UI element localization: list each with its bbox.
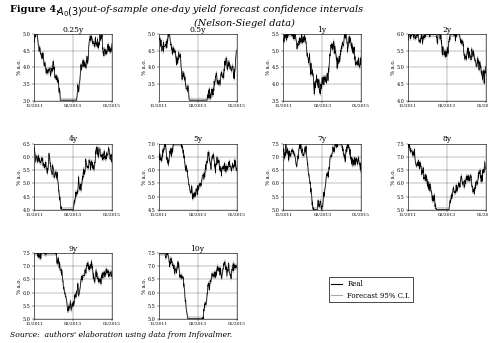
Title: 10y: 10y — [191, 245, 204, 253]
Text: Source:  authors' elaboration using data from Infovalmer.: Source: authors' elaboration using data … — [10, 331, 232, 339]
Title: 0.5y: 0.5y — [189, 26, 206, 34]
Y-axis label: % a.o.: % a.o. — [17, 59, 22, 75]
Text: out-of-sample one-day yield forecast confidence intervals: out-of-sample one-day yield forecast con… — [81, 5, 363, 14]
Y-axis label: % a.o.: % a.o. — [391, 59, 396, 75]
Text: Figure 4.: Figure 4. — [10, 5, 59, 14]
Title: 0.25y: 0.25y — [62, 26, 84, 34]
Y-axis label: % a.o.: % a.o. — [266, 59, 271, 75]
Title: 8y: 8y — [442, 135, 451, 143]
Title: 5y: 5y — [193, 135, 202, 143]
Title: 9y: 9y — [68, 245, 78, 253]
Y-axis label: % a.o.: % a.o. — [266, 169, 271, 185]
Text: (Nelson-Siegel data): (Nelson-Siegel data) — [194, 19, 294, 28]
Legend: Real, Forecast 95% C.I.: Real, Forecast 95% C.I. — [328, 277, 413, 302]
Y-axis label: % a.o.: % a.o. — [17, 278, 22, 294]
Title: 2y: 2y — [442, 26, 451, 34]
Y-axis label: % a.o.: % a.o. — [391, 169, 396, 185]
Title: 1y: 1y — [318, 26, 326, 34]
Y-axis label: % a.o.: % a.o. — [17, 169, 22, 185]
Y-axis label: % a.o.: % a.o. — [142, 278, 146, 294]
Y-axis label: % a.o.: % a.o. — [142, 59, 146, 75]
Text: $A_0(3)$: $A_0(3)$ — [56, 5, 83, 19]
Title: 7y: 7y — [318, 135, 326, 143]
Y-axis label: % a.o.: % a.o. — [142, 169, 146, 185]
Title: 4y: 4y — [68, 135, 78, 143]
